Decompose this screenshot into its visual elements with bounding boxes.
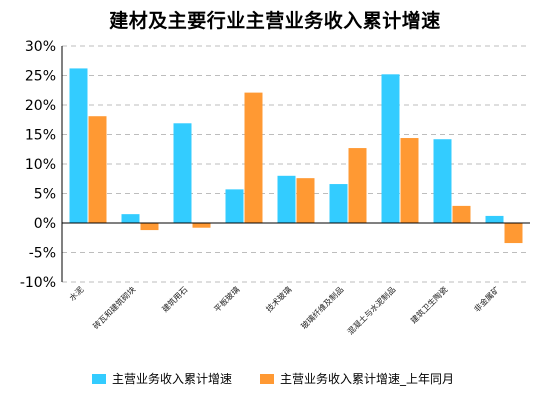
bar-series-2 xyxy=(244,92,263,223)
legend-swatch-series-1 xyxy=(92,373,106,384)
chart-title: 建材及主要行业主营业务收入累计增速 xyxy=(109,10,441,32)
legend: 主营业务收入累计增速 主营业务收入累计增速_上年同月 xyxy=(0,370,550,390)
bar-series-1 xyxy=(485,215,504,223)
bar-series-2 xyxy=(296,178,315,223)
bar-series-1 xyxy=(433,139,452,223)
bar-series-2 xyxy=(192,223,211,228)
x-tick-label: 水泥 xyxy=(67,284,85,302)
y-tick-label: 25% xyxy=(25,69,56,85)
bar-series-2 xyxy=(452,205,471,223)
x-tick-label: 平板玻璃 xyxy=(212,284,242,314)
y-tick-label: 10% xyxy=(25,157,56,173)
legend-item-series-1: 主营业务收入累计增速 xyxy=(92,370,232,387)
bar-series-1 xyxy=(381,74,400,223)
bar-series-1 xyxy=(277,175,296,223)
x-tick-label: 混凝土与水泥制品 xyxy=(345,284,397,336)
bar-series-1 xyxy=(225,189,244,223)
x-tick-label: 技术玻璃 xyxy=(264,284,294,314)
x-tick-label: 建筑卫生陶瓷 xyxy=(408,284,449,325)
bar-series-2 xyxy=(348,148,367,223)
y-tick-label: 5% xyxy=(34,187,56,203)
y-tick-label: -10% xyxy=(20,275,56,291)
y-tick-label: 20% xyxy=(25,98,56,114)
y-tick-label: 15% xyxy=(25,128,56,144)
y-tick-label: 0% xyxy=(34,216,56,232)
legend-item-series-2: 主营业务收入累计增速_上年同月 xyxy=(260,370,454,387)
x-tick-label: 砖瓦和建筑砌块 xyxy=(91,284,138,331)
legend-label-series-1: 主营业务收入累计增速 xyxy=(112,372,233,386)
bar-series-1 xyxy=(121,214,140,223)
bar-series-2 xyxy=(88,116,107,223)
x-tick-label: 建筑用石 xyxy=(160,284,190,314)
x-tick-label: 玻璃纤维及制品 xyxy=(299,284,346,331)
y-tick-label: -5% xyxy=(29,246,56,262)
bar-series-1 xyxy=(329,184,348,223)
y-tick-label: 30% xyxy=(25,39,56,55)
bar-series-2 xyxy=(504,223,523,244)
bar-series-1 xyxy=(69,68,88,223)
legend-label-series-2: 主营业务收入累计增速_上年同月 xyxy=(280,372,455,386)
legend-swatch-series-2 xyxy=(260,373,274,384)
x-tick-label: 非金属矿 xyxy=(472,284,502,314)
bar-series-2 xyxy=(140,223,159,231)
bar-series-2 xyxy=(400,138,419,223)
bar-series-1 xyxy=(173,123,192,223)
